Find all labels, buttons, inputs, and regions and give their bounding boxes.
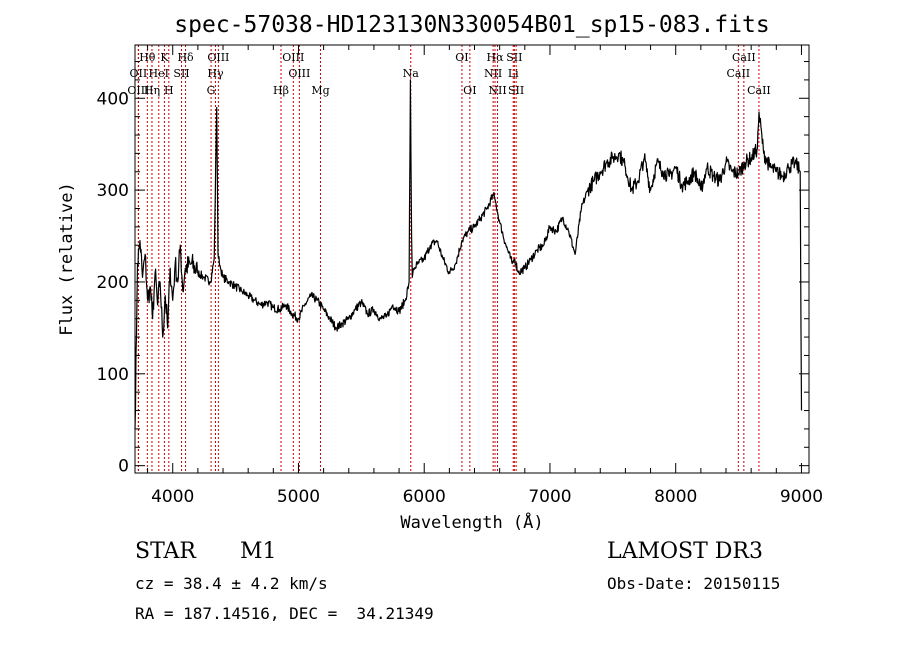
line-label: K: [160, 51, 169, 64]
line-label: OI: [455, 51, 468, 64]
y-tick-label: 0: [118, 457, 129, 477]
line-label: Hγ: [207, 67, 224, 80]
line-label: Hα: [486, 51, 504, 64]
line-label: HeI: [149, 67, 169, 80]
y-axis-ticks: 0 100 200 300 400: [97, 61, 809, 477]
x-tick-label: 6000: [403, 487, 446, 507]
x-tick-label: 9000: [780, 487, 823, 507]
spectral-line-markers: [137, 45, 760, 473]
line-label: CaII: [747, 84, 771, 97]
line-label: OIII: [207, 51, 229, 64]
line-label: NII: [488, 84, 506, 97]
observation-date: Obs-Date: 20150115: [607, 574, 781, 593]
line-label: Hβ: [273, 84, 289, 97]
line-label: CaII: [732, 51, 756, 64]
coordinates: RA = 187.14516, DEC = 34.21349: [135, 604, 434, 623]
x-tick-label: 8000: [654, 487, 697, 507]
line-label: H: [164, 84, 174, 97]
y-tick-label: 100: [97, 365, 129, 385]
line-label: Mg: [311, 84, 329, 97]
chart-title: spec-57038-HD123130N330054B01_sp15-083.f…: [174, 12, 769, 38]
line-label: CaII: [726, 67, 750, 80]
redshift-velocity: cz = 38.4 ± 4.2 km/s: [135, 574, 328, 593]
line-label: Li: [508, 67, 519, 80]
y-axis-label: Flux (relative): [57, 182, 77, 336]
object-subclass: M1: [240, 539, 277, 564]
y-tick-label: 200: [97, 273, 129, 293]
line-label: OI: [463, 84, 476, 97]
line-label: OIII: [288, 67, 310, 80]
plot-frame: [134, 44, 810, 474]
object-class: STAR: [135, 539, 196, 564]
line-label: OIII: [127, 84, 149, 97]
x-tick-label: 5000: [277, 487, 320, 507]
line-label: Hη: [144, 84, 160, 97]
y-tick-label: 300: [97, 181, 129, 201]
x-tick-label: 4000: [151, 487, 194, 507]
line-label: SII: [506, 51, 522, 64]
line-label: SII: [508, 84, 524, 97]
line-label: Hθ: [139, 51, 156, 64]
line-label: NII: [484, 67, 502, 80]
spectrum-line: [134, 79, 803, 429]
survey-name: LAMOST DR3: [607, 539, 763, 564]
line-label: OII: [130, 67, 148, 80]
line-label: OIII: [282, 51, 304, 64]
y-tick-label: 400: [97, 89, 129, 109]
x-axis-ticks: 4000 5000 6000 7000 8000 9000: [147, 45, 823, 507]
x-axis-label: Wavelength (Å): [400, 511, 543, 533]
line-label: Hδ: [177, 51, 194, 64]
line-label: Na: [403, 67, 420, 80]
line-label: G: [207, 84, 216, 97]
line-label: SII: [173, 67, 189, 80]
x-tick-label: 7000: [528, 487, 571, 507]
